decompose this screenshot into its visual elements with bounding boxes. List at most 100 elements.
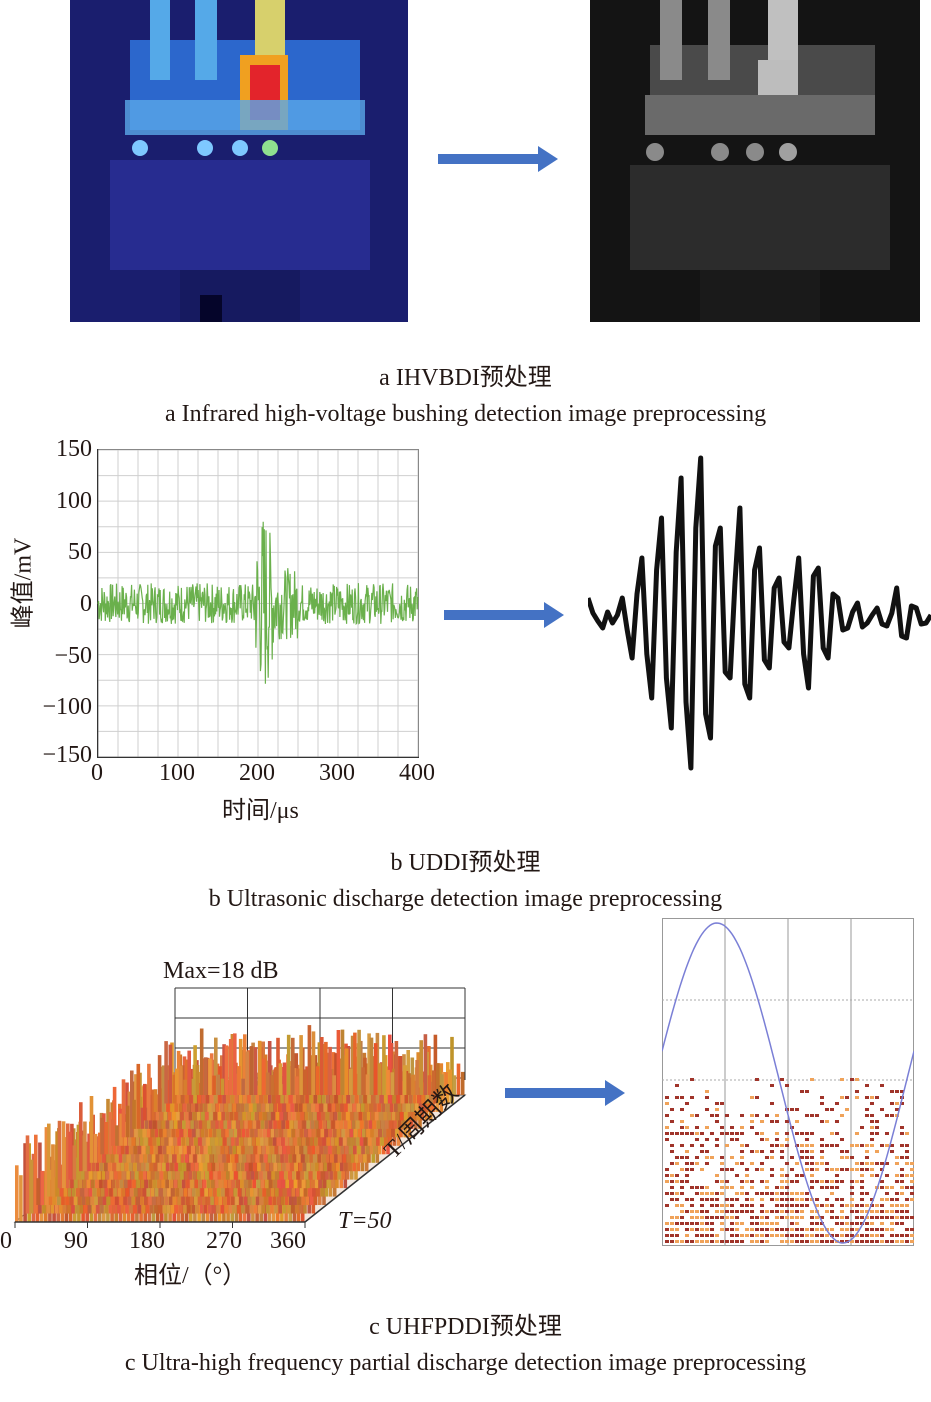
prpd-dot bbox=[755, 1222, 759, 1225]
prpd-dot bbox=[725, 1168, 729, 1171]
prpd-dot bbox=[750, 1198, 754, 1201]
prpd-dot bbox=[900, 1222, 904, 1225]
prpd-dot bbox=[870, 1120, 874, 1123]
prpd-dot bbox=[790, 1216, 794, 1219]
prpd-dot bbox=[760, 1192, 764, 1195]
prpd-dot bbox=[805, 1156, 809, 1159]
prpd-dot bbox=[800, 1156, 804, 1159]
prpd-dot bbox=[755, 1234, 759, 1237]
prpd-dot bbox=[830, 1210, 834, 1213]
prpd-dot bbox=[865, 1216, 869, 1219]
prpd-dot bbox=[895, 1180, 899, 1183]
prpd-dot bbox=[770, 1156, 774, 1159]
max-label: Max=18 dB bbox=[163, 958, 279, 984]
prpd-dot bbox=[695, 1228, 699, 1231]
prpd-dot bbox=[665, 1222, 669, 1225]
prpd-dot bbox=[690, 1222, 694, 1225]
prpd-dot bbox=[815, 1240, 819, 1243]
prpd-dot bbox=[670, 1198, 674, 1201]
prpd-bar bbox=[72, 1145, 77, 1180]
prpd-dot bbox=[730, 1126, 734, 1129]
prpd-dot bbox=[705, 1222, 709, 1225]
prpd-dot bbox=[825, 1168, 829, 1171]
prpd-dot bbox=[710, 1234, 714, 1237]
prpd-dot bbox=[675, 1084, 679, 1087]
prpd-dot bbox=[760, 1240, 764, 1243]
prpd-dot bbox=[860, 1210, 864, 1213]
prpd-dot bbox=[795, 1198, 799, 1201]
prpd-dot bbox=[830, 1168, 834, 1171]
prpd-dot bbox=[825, 1186, 829, 1189]
prpd-dot bbox=[690, 1114, 694, 1117]
prpd-dot bbox=[775, 1138, 779, 1141]
prpd-dot bbox=[810, 1078, 814, 1081]
prpd-dot bbox=[740, 1234, 744, 1237]
prpd-dot bbox=[815, 1234, 819, 1237]
prpd-dot bbox=[685, 1210, 689, 1213]
prpd-dot bbox=[695, 1186, 699, 1189]
prpd-dot bbox=[885, 1216, 889, 1219]
prpd-dot bbox=[785, 1210, 789, 1213]
prpd-dot bbox=[735, 1216, 739, 1219]
prpd-dot bbox=[900, 1144, 904, 1147]
prpd-dot bbox=[820, 1186, 824, 1189]
prpd-dot bbox=[780, 1156, 784, 1159]
prpd-dot bbox=[700, 1168, 704, 1171]
prpd-dot bbox=[735, 1162, 739, 1165]
prpd-bar bbox=[183, 1079, 187, 1095]
prpd-dot bbox=[840, 1156, 844, 1159]
prpd-dot bbox=[710, 1114, 714, 1117]
prpd-dot bbox=[860, 1198, 864, 1201]
prpd-dot bbox=[725, 1198, 729, 1201]
prpd-dot bbox=[880, 1228, 884, 1231]
prpd-dot bbox=[710, 1204, 714, 1207]
prpd-dot bbox=[885, 1228, 889, 1231]
prpd-dot bbox=[785, 1144, 789, 1147]
prpd-dot bbox=[845, 1156, 849, 1159]
prpd-bar bbox=[195, 1065, 200, 1095]
prpd-bar bbox=[31, 1153, 36, 1222]
prpd-dot bbox=[760, 1234, 764, 1237]
prpd-dot bbox=[870, 1234, 874, 1237]
prpd-dot bbox=[790, 1210, 794, 1213]
prpd-dot bbox=[875, 1162, 879, 1165]
prpd-bar bbox=[34, 1134, 38, 1214]
prpd-dot bbox=[750, 1126, 754, 1129]
prpd-bar bbox=[320, 1037, 324, 1095]
prpd-dot bbox=[675, 1192, 679, 1195]
prpd-dot bbox=[885, 1186, 889, 1189]
prpd-dot bbox=[755, 1240, 759, 1243]
prpd-dot bbox=[690, 1078, 694, 1081]
prpd-dot bbox=[710, 1156, 714, 1159]
prpd-dot bbox=[730, 1210, 734, 1213]
prpd-dot bbox=[695, 1192, 699, 1195]
prpd-dot bbox=[785, 1198, 789, 1201]
prpd-bar bbox=[39, 1190, 44, 1222]
prpd-dot bbox=[780, 1228, 784, 1231]
prpd-dot bbox=[785, 1162, 789, 1165]
prpd-bar bbox=[388, 1034, 392, 1104]
prpd-dot bbox=[775, 1198, 779, 1201]
prpd-dot bbox=[760, 1180, 764, 1183]
prpd-dot bbox=[755, 1150, 759, 1153]
prpd-bar bbox=[282, 1062, 287, 1095]
prpd-dot bbox=[860, 1174, 864, 1177]
prpd-dot bbox=[830, 1204, 834, 1207]
prpd-dot bbox=[685, 1180, 689, 1183]
prpd-dot bbox=[740, 1162, 744, 1165]
prpd-dot bbox=[795, 1210, 799, 1213]
prpd-dot bbox=[805, 1144, 809, 1147]
prpd-dot bbox=[815, 1222, 819, 1225]
prpd-dot bbox=[785, 1132, 789, 1135]
prpd-dot bbox=[680, 1108, 684, 1111]
prpd-dot bbox=[905, 1204, 909, 1207]
prpd-dot bbox=[855, 1222, 859, 1225]
prpd-bar bbox=[111, 1119, 115, 1146]
prpd-dot bbox=[870, 1222, 874, 1225]
prpd-bar bbox=[38, 1142, 42, 1214]
prpd-bar bbox=[270, 1185, 274, 1214]
prpd-dot bbox=[820, 1228, 824, 1231]
prpd-dot bbox=[845, 1228, 849, 1231]
prpd-dot bbox=[705, 1228, 709, 1231]
prpd-dot bbox=[755, 1228, 759, 1231]
